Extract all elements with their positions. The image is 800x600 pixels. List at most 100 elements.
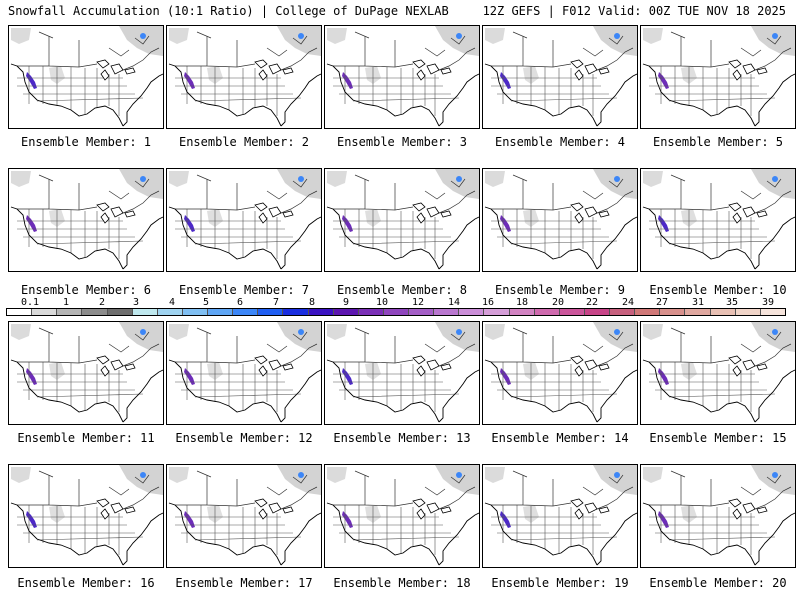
snow-spot-quebec bbox=[298, 472, 304, 478]
colorbar-swatch bbox=[258, 309, 284, 315]
state-boundaries bbox=[17, 362, 144, 412]
colorbar-swatch bbox=[660, 309, 686, 315]
state-boundaries bbox=[649, 209, 776, 259]
colorbar-swatch bbox=[610, 309, 636, 315]
map-20 bbox=[642, 465, 795, 566]
map-panel-member-15 bbox=[640, 321, 796, 425]
great-lakes bbox=[254, 498, 294, 520]
state-boundaries bbox=[333, 209, 460, 259]
ensemble-member-label: Ensemble Member: 12 bbox=[175, 431, 313, 445]
map-15 bbox=[642, 322, 795, 423]
great-lakes bbox=[728, 59, 768, 81]
snow-area-northeast bbox=[119, 169, 163, 199]
national-boundaries bbox=[333, 327, 476, 367]
state-boundaries bbox=[17, 66, 144, 116]
map-panel-member-3 bbox=[324, 25, 480, 129]
map-5 bbox=[642, 26, 795, 127]
colorbar-swatch bbox=[82, 309, 108, 315]
snow-area-northwest bbox=[643, 324, 663, 340]
snow-band-sierra bbox=[500, 215, 511, 232]
coastline bbox=[326, 502, 479, 566]
map-19 bbox=[484, 465, 637, 566]
national-boundaries bbox=[649, 174, 792, 214]
snow-area-northeast bbox=[435, 169, 479, 199]
valid-time: 12Z GEFS | F012 Valid: 00Z TUE NOV 18 20… bbox=[482, 4, 786, 18]
snow-area-northwest bbox=[643, 467, 663, 483]
state-boundaries bbox=[333, 66, 460, 116]
colorbar-tick-label: 35 bbox=[725, 297, 739, 308]
state-boundaries bbox=[649, 362, 776, 412]
snow-spot-quebec bbox=[456, 176, 462, 182]
map-panel-member-9 bbox=[482, 168, 638, 272]
colorbar-ticks: 0.1 1 2 3 4 5 6 7 8 9 10 12 14 16 18 20 22 24 27 31 35 39 bbox=[0, 297, 800, 309]
colorbar-tick-label: 22 bbox=[585, 297, 599, 308]
snow-band-sierra bbox=[342, 215, 353, 232]
snow-band-sierra bbox=[658, 72, 669, 89]
coastline bbox=[484, 502, 637, 566]
map-17 bbox=[168, 465, 321, 566]
ensemble-member-label: Ensemble Member: 4 bbox=[494, 135, 626, 149]
snow-band-sierra bbox=[658, 511, 669, 528]
coastline bbox=[10, 63, 163, 127]
map-12 bbox=[168, 322, 321, 423]
snow-band-sierra bbox=[184, 215, 195, 232]
ensemble-member-label: Ensemble Member: 9 bbox=[494, 283, 626, 297]
state-boundaries bbox=[491, 66, 618, 116]
snow-spot-quebec bbox=[614, 33, 620, 39]
snow-band-sierra bbox=[342, 72, 353, 89]
colorbar-swatch bbox=[358, 309, 384, 315]
map-6 bbox=[10, 169, 163, 270]
colorbar-swatch bbox=[534, 309, 560, 315]
snow-spot-quebec bbox=[298, 329, 304, 335]
snow-area-northeast bbox=[435, 322, 479, 352]
coastline bbox=[168, 359, 321, 423]
snow-band-sierra bbox=[342, 511, 353, 528]
ensemble-member-label: Ensemble Member: 7 bbox=[178, 283, 310, 297]
colorbar-swatch bbox=[509, 309, 535, 315]
colorbar-tick-label: 27 bbox=[655, 297, 669, 308]
colorbar-swatch bbox=[7, 309, 33, 315]
coastline bbox=[326, 63, 479, 127]
map-panel-member-8 bbox=[324, 168, 480, 272]
map-13 bbox=[326, 322, 479, 423]
colorbar-tick-label: 9 bbox=[342, 297, 350, 308]
colorbar-swatch bbox=[559, 309, 585, 315]
state-boundaries bbox=[175, 362, 302, 412]
map-panel-member-4 bbox=[482, 25, 638, 129]
map-panel-member-19 bbox=[482, 464, 638, 568]
map-3 bbox=[326, 26, 479, 127]
colorbar bbox=[6, 308, 786, 316]
great-lakes bbox=[412, 355, 452, 377]
map-panel-member-13 bbox=[324, 321, 480, 425]
colorbar-swatch bbox=[735, 309, 761, 315]
colorbar-tick-label: 39 bbox=[761, 297, 775, 308]
map-panel-member-18 bbox=[324, 464, 480, 568]
ensemble-member-label: Ensemble Member: 14 bbox=[491, 431, 629, 445]
colorbar-tick-label: 12 bbox=[411, 297, 425, 308]
map-16 bbox=[10, 465, 163, 566]
snow-area-northwest bbox=[643, 28, 663, 44]
snow-area-northeast bbox=[435, 465, 479, 495]
ensemble-member-label: Ensemble Member: 5 bbox=[652, 135, 784, 149]
great-lakes bbox=[254, 202, 294, 224]
coastline bbox=[326, 206, 479, 270]
snow-area-northeast bbox=[277, 322, 321, 352]
great-lakes bbox=[412, 202, 452, 224]
snow-area-northeast bbox=[593, 465, 637, 495]
map-panel-member-1 bbox=[8, 25, 164, 129]
snow-spot-quebec bbox=[614, 472, 620, 478]
snow-band-sierra bbox=[184, 72, 195, 89]
state-boundaries bbox=[649, 66, 776, 116]
great-lakes bbox=[96, 59, 136, 81]
colorbar-tick-label: 0.1 bbox=[20, 297, 40, 308]
map-panel-member-10 bbox=[640, 168, 796, 272]
state-boundaries bbox=[649, 505, 776, 555]
snow-band-sierra bbox=[26, 368, 37, 385]
snow-band-sierra bbox=[500, 368, 511, 385]
map-9 bbox=[484, 169, 637, 270]
snow-band-sierra bbox=[26, 215, 37, 232]
colorbar-tick-label: 1 bbox=[62, 297, 70, 308]
colorbar-swatch bbox=[685, 309, 711, 315]
colorbar-tick-label: 8 bbox=[308, 297, 316, 308]
snow-band-sierra bbox=[500, 72, 511, 89]
